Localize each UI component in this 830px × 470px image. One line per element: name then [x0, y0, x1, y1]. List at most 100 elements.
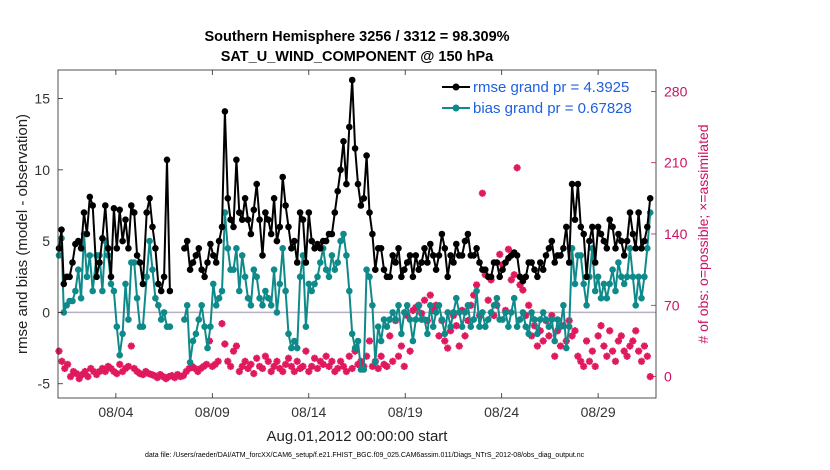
rmse-point: [421, 245, 428, 252]
obs-marker-stroke: [641, 342, 648, 350]
bias-point: [467, 323, 475, 331]
bias-point: [343, 252, 350, 259]
obs-marker-stroke: [528, 332, 535, 340]
bias-point: [629, 273, 637, 281]
rmse-point: [429, 252, 437, 259]
bias-point: [580, 280, 587, 288]
rmse-point: [366, 209, 373, 216]
rmse-point: [476, 259, 483, 266]
rmse-point: [577, 223, 585, 231]
obs-count-marker: [525, 301, 533, 309]
obs-count-marker: [386, 332, 394, 340]
rmse-point: [348, 76, 356, 84]
bias-point: [612, 287, 619, 295]
rmse-point: [80, 209, 88, 216]
rmse-point: [597, 230, 605, 238]
obs-marker-stroke: [241, 358, 249, 365]
bias-point: [125, 316, 132, 323]
obs-count-marker: [496, 250, 504, 258]
rmse-point: [565, 259, 573, 266]
bias-point: [157, 316, 165, 323]
bias-point: [146, 237, 153, 245]
bias-point: [308, 287, 316, 295]
bias-point: [183, 302, 191, 309]
rmse-point: [360, 195, 368, 202]
bias-point: [238, 252, 246, 259]
rmse-point: [152, 245, 159, 252]
rmse-point: [415, 266, 423, 274]
x-tick-label: 08/24: [484, 404, 519, 420]
bias-point: [215, 294, 223, 302]
rmse-point: [606, 216, 613, 223]
bias-point: [250, 266, 258, 274]
obs-marker-stroke: [214, 358, 222, 365]
bias-point: [516, 316, 524, 323]
obs-marker-stroke: [620, 347, 628, 355]
rmse-point: [186, 266, 194, 274]
obs-marker-stroke: [374, 365, 382, 372]
bias-point: [224, 245, 232, 252]
y2-tick-label: 70: [664, 297, 680, 313]
bias-point: [236, 287, 243, 295]
obs-marker-stroke: [635, 347, 642, 355]
obs-marker-stroke: [444, 344, 451, 352]
rmse-point: [253, 180, 260, 188]
obs-count-marker: [299, 362, 307, 371]
obs-marker-stroke: [618, 332, 625, 340]
obs-marker-stroke: [328, 358, 336, 365]
obs-count-marker: [594, 332, 602, 340]
y-tick-label: 0: [42, 304, 50, 320]
bias-point: [119, 330, 126, 338]
rmse-point: [259, 252, 266, 259]
obs-count-marker: [643, 352, 651, 360]
bias-point: [331, 266, 339, 274]
rmse-point: [83, 230, 91, 238]
bias-point: [380, 316, 388, 323]
bias-point: [554, 316, 561, 323]
obs-marker-stroke: [265, 358, 272, 365]
obs-count-marker: [632, 327, 640, 335]
rmse-point: [343, 180, 350, 188]
obs-count-marker: [406, 347, 414, 355]
obs-count-marker: [603, 352, 611, 360]
bias-point: [201, 323, 208, 331]
bias-point: [218, 287, 226, 295]
obs-count-marker: [452, 322, 460, 330]
obs-count-marker: [614, 337, 622, 345]
rmse-point: [409, 273, 417, 281]
bias-point: [305, 280, 313, 288]
bias-point: [401, 309, 408, 316]
obs-count-marker: [608, 347, 617, 355]
obs-count-marker: [270, 362, 278, 371]
bias-point: [143, 273, 150, 281]
obs-marker-stroke: [510, 271, 518, 279]
bias-point: [435, 302, 443, 309]
obs-count-marker: [504, 245, 513, 253]
obs-count-marker: [218, 320, 226, 328]
y2-tick-label: 0: [664, 369, 672, 385]
x-tick-label: 08/09: [195, 404, 230, 420]
rmse-point: [157, 287, 165, 295]
rmse-point: [265, 216, 272, 223]
obs-marker-stroke: [224, 358, 232, 365]
obs-count-marker: [101, 367, 109, 376]
obs-marker-stroke: [230, 347, 237, 355]
bias-point: [69, 297, 76, 305]
obs-marker-stroke: [67, 373, 74, 380]
obs-marker-stroke: [64, 361, 71, 368]
bias-point: [210, 280, 217, 288]
obs-count-marker: [267, 367, 275, 376]
obs-marker-stroke: [125, 363, 132, 370]
rmse-line: [183, 79, 652, 283]
bias-point: [186, 359, 194, 366]
rmse-point: [207, 240, 214, 248]
bias-point: [487, 309, 495, 316]
bias-point: [525, 330, 532, 338]
obs-count-marker: [232, 342, 241, 350]
rmse-point: [104, 245, 112, 252]
obs-count-marker: [64, 360, 72, 368]
obs-marker-stroke: [55, 347, 63, 355]
obs-marker-stroke: [107, 365, 115, 372]
bias-point: [409, 337, 417, 345]
